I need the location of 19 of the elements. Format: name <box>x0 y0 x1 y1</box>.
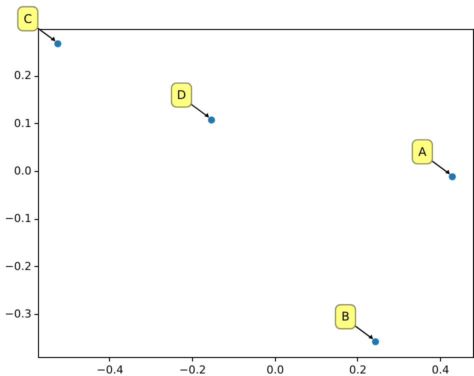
annotation: A <box>418 144 428 159</box>
point <box>54 40 62 48</box>
x-tick-label: 0.0 <box>266 364 284 376</box>
y-tick-label: −0.1 <box>4 212 32 226</box>
point <box>372 338 380 346</box>
annotation: B <box>341 310 350 324</box>
y-tick-label: 0.0 <box>14 164 32 178</box>
annotation: C <box>24 12 32 26</box>
point <box>208 116 216 124</box>
x-tick-label: −0.4 <box>96 364 124 376</box>
x-tick-label: −0.2 <box>179 364 206 376</box>
x-tick-label: 0.2 <box>349 364 367 376</box>
y-tick-label: 0.2 <box>14 69 32 82</box>
x-tick-label: 0.4 <box>432 364 450 376</box>
point <box>448 173 456 180</box>
y-tick-label: 0.1 <box>14 116 32 130</box>
y-tick-label: −0.3 <box>4 308 32 321</box>
annotation: D <box>176 88 186 102</box>
y-tick-label: −0.2 <box>4 260 32 273</box>
